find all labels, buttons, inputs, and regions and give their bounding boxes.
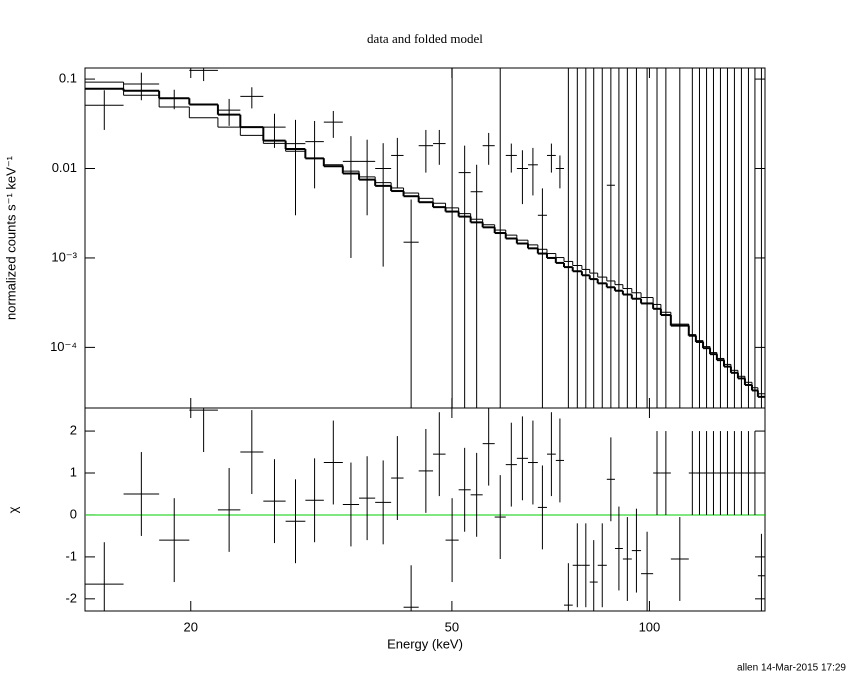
y-tick-label: 0 bbox=[70, 506, 77, 521]
y-tick-label: 10⁻³ bbox=[51, 249, 77, 264]
y-axis-label: normalized counts s⁻¹ keV⁻¹ bbox=[3, 155, 18, 320]
x-tick-label: 100 bbox=[639, 619, 661, 634]
y-axis-label: χ bbox=[5, 506, 20, 513]
chart-title: data and folded model bbox=[367, 31, 483, 46]
x-tick-label: 20 bbox=[184, 619, 198, 634]
y-tick-label: 2 bbox=[70, 423, 77, 438]
y-tick-label: -1 bbox=[65, 548, 77, 563]
y-tick-label: 0.1 bbox=[59, 71, 77, 86]
bottom-frame bbox=[84, 407, 766, 612]
y-tick-label: -2 bbox=[65, 590, 77, 605]
x-axis-label: Energy (keV) bbox=[387, 636, 463, 651]
y-tick-label: 10⁻⁴ bbox=[50, 339, 77, 354]
y-tick-label: 1 bbox=[70, 464, 77, 479]
x-tick-label: 50 bbox=[445, 619, 459, 634]
footer: allen 14-Mar-2015 17:29 bbox=[737, 663, 846, 674]
top-frame bbox=[84, 67, 766, 409]
y-tick-label: 0.01 bbox=[52, 160, 77, 175]
